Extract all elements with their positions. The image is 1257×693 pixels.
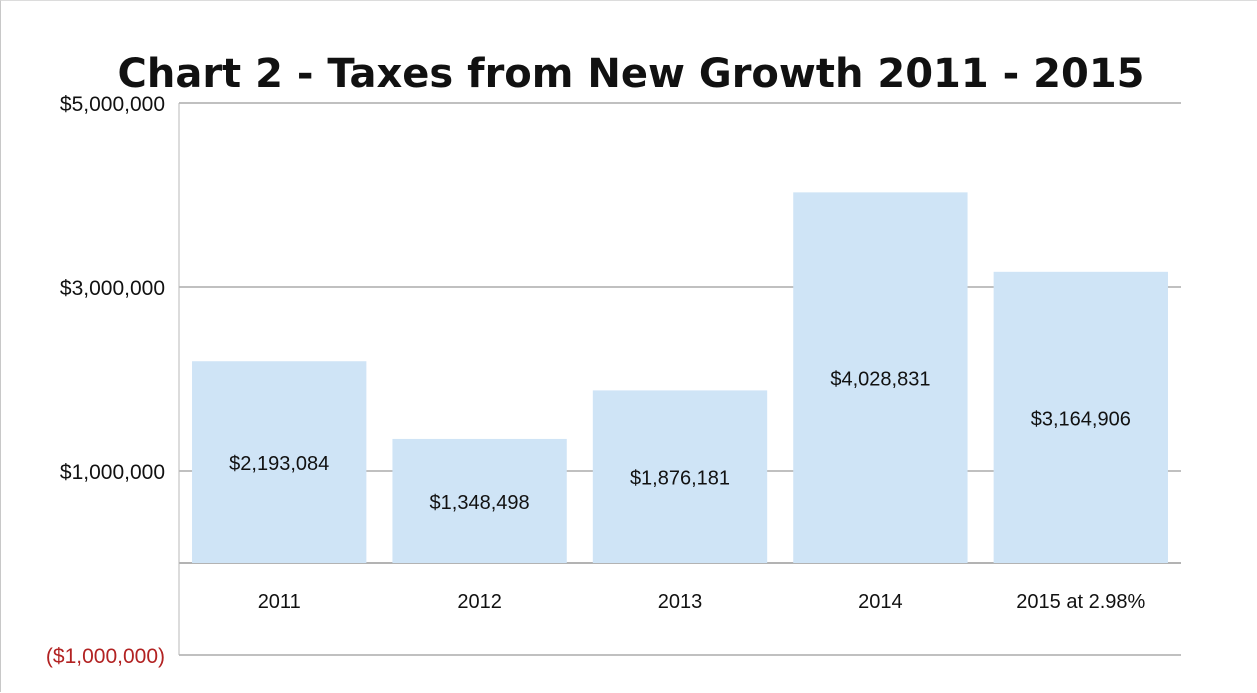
chart-title: Chart 2 - Taxes from New Growth 2011 - 2…	[118, 51, 1145, 97]
y-tick-label: $3,000,000	[60, 277, 165, 300]
data-label: $4,028,831	[830, 369, 930, 391]
data-label: $3,164,906	[1031, 408, 1131, 430]
x-tick-label: 2013	[658, 591, 703, 613]
data-label: $1,348,498	[430, 492, 530, 514]
data-labels: $2,193,084 $1,348,498 $1,876,181 $4,028,831…	[229, 369, 1131, 514]
x-axis-tick-labels: 2011 2012 2013 2014 2015 at 2.98%	[258, 591, 1146, 613]
y-axis-tick-labels: $5,000,000 $3,000,000 $1,000,000 ($1,000,00…	[46, 93, 165, 668]
data-label: $1,876,181	[630, 468, 730, 490]
y-tick-label: ($1,000,000)	[46, 645, 165, 668]
bar-2015-at-2-98-	[993, 271, 1168, 563]
bars	[192, 192, 1168, 564]
x-tick-label: 2011	[258, 591, 301, 613]
data-label: $2,193,084	[229, 453, 329, 475]
bar-2014	[793, 192, 968, 564]
bar-2013	[592, 390, 768, 563]
y-tick-label: $5,000,000	[60, 93, 165, 116]
x-tick-label: 2015 at 2.98%	[1016, 591, 1145, 613]
x-tick-label: 2012	[457, 591, 502, 613]
bar-2012	[392, 438, 567, 563]
bar-2011	[192, 361, 367, 563]
y-tick-label: $1,000,000	[60, 461, 165, 484]
x-tick-label: 2014	[858, 591, 903, 613]
